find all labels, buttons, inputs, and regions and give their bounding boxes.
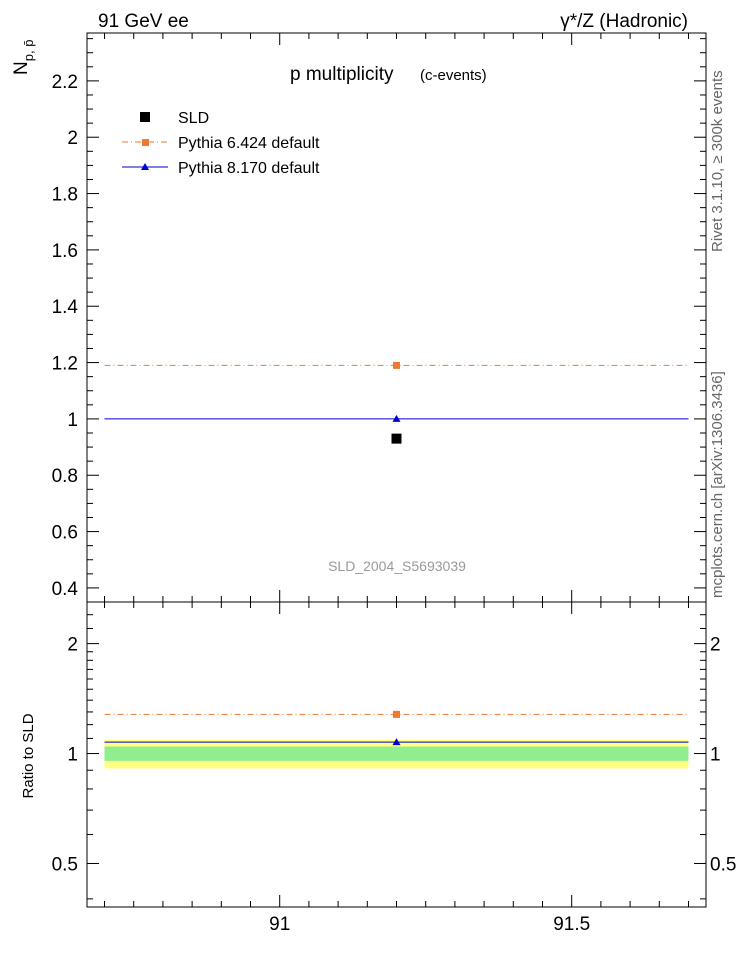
legend: SLD Pythia 6.424 default Pythia 8.170 de… <box>122 110 320 177</box>
mcplots-note: mcplots.cern.ch [arXiv:1306.3436] <box>709 371 726 598</box>
main-ytick-label: 1.2 <box>52 354 78 375</box>
main-ylabel-n: N <box>11 61 32 75</box>
main-ytick-label: 2 <box>67 128 78 149</box>
main-ytick-label: 1.6 <box>52 241 78 262</box>
ratio-band-stat <box>104 746 689 761</box>
legend-marker-sld <box>140 112 150 122</box>
main-panel: 0.4 0.6 0.8 1 1.2 1.4 1.6 1.8 2 2.2 <box>52 32 707 603</box>
legend-item-pythia8: Pythia 8.170 default <box>122 160 320 177</box>
ratio-series-pythia6-point <box>393 710 400 718</box>
header-right: γ*/Z (Hadronic) <box>560 11 688 32</box>
legend-label-pythia6: Pythia 6.424 default <box>178 135 320 152</box>
ratio-xtick-label: 91.5 <box>553 914 590 935</box>
ratio-ytick-label-right: 0.5 <box>710 854 736 875</box>
main-ylabel-sub: p, p̄ <box>21 40 36 62</box>
main-ytick-label: 1 <box>67 410 78 431</box>
analysis-watermark: SLD_2004_S5693039 <box>328 558 466 574</box>
main-ylabel: Np, p̄ <box>11 40 36 75</box>
rivet-note: Rivet 3.1.10, ≥ 300k events <box>709 70 726 252</box>
ratio-ytick-label-left: 2 <box>67 635 78 656</box>
svg-text:Np, p̄: Np, p̄ <box>11 40 36 75</box>
legend-label-pythia8: Pythia 8.170 default <box>178 160 320 177</box>
legend-item-sld: SLD <box>140 110 209 127</box>
main-ytick-label: 0.8 <box>52 466 78 487</box>
legend-label-sld: SLD <box>178 110 209 127</box>
ratio-ytick-label-right: 1 <box>710 745 721 766</box>
main-ytick-label: 1.8 <box>52 185 78 206</box>
legend-marker-pythia6 <box>142 139 149 146</box>
main-ytick-label: 2.2 <box>52 72 78 93</box>
main-series-sld-point <box>391 433 402 444</box>
legend-item-pythia6: Pythia 6.424 default <box>122 135 320 152</box>
ratio-ylabel: Ratio to SLD <box>20 713 37 798</box>
ratio-panel: 91 91.5 0.5 0.5 1 1 2 2 <box>52 601 736 935</box>
ratio-ytick-label-right: 2 <box>710 635 721 656</box>
main-ytick-label: 1.4 <box>52 297 79 318</box>
ratio-series-pythia8-point <box>392 738 401 746</box>
ratio-ytick-label-left: 0.5 <box>52 854 78 875</box>
main-series-pythia6-point <box>393 361 400 369</box>
main-series-pythia8-point <box>392 414 401 422</box>
legend-marker-pythia8 <box>141 163 149 170</box>
header-left: 91 GeV ee <box>98 11 189 32</box>
ratio-ytick-label-left: 1 <box>67 745 78 766</box>
plot-subtitle: (c-events) <box>420 67 487 84</box>
main-ytick-label: 0.6 <box>52 523 78 544</box>
ratio-xtick-label: 91 <box>269 914 290 935</box>
plot-title: p multiplicity <box>290 64 394 85</box>
main-ytick-label: 0.4 <box>52 579 79 600</box>
